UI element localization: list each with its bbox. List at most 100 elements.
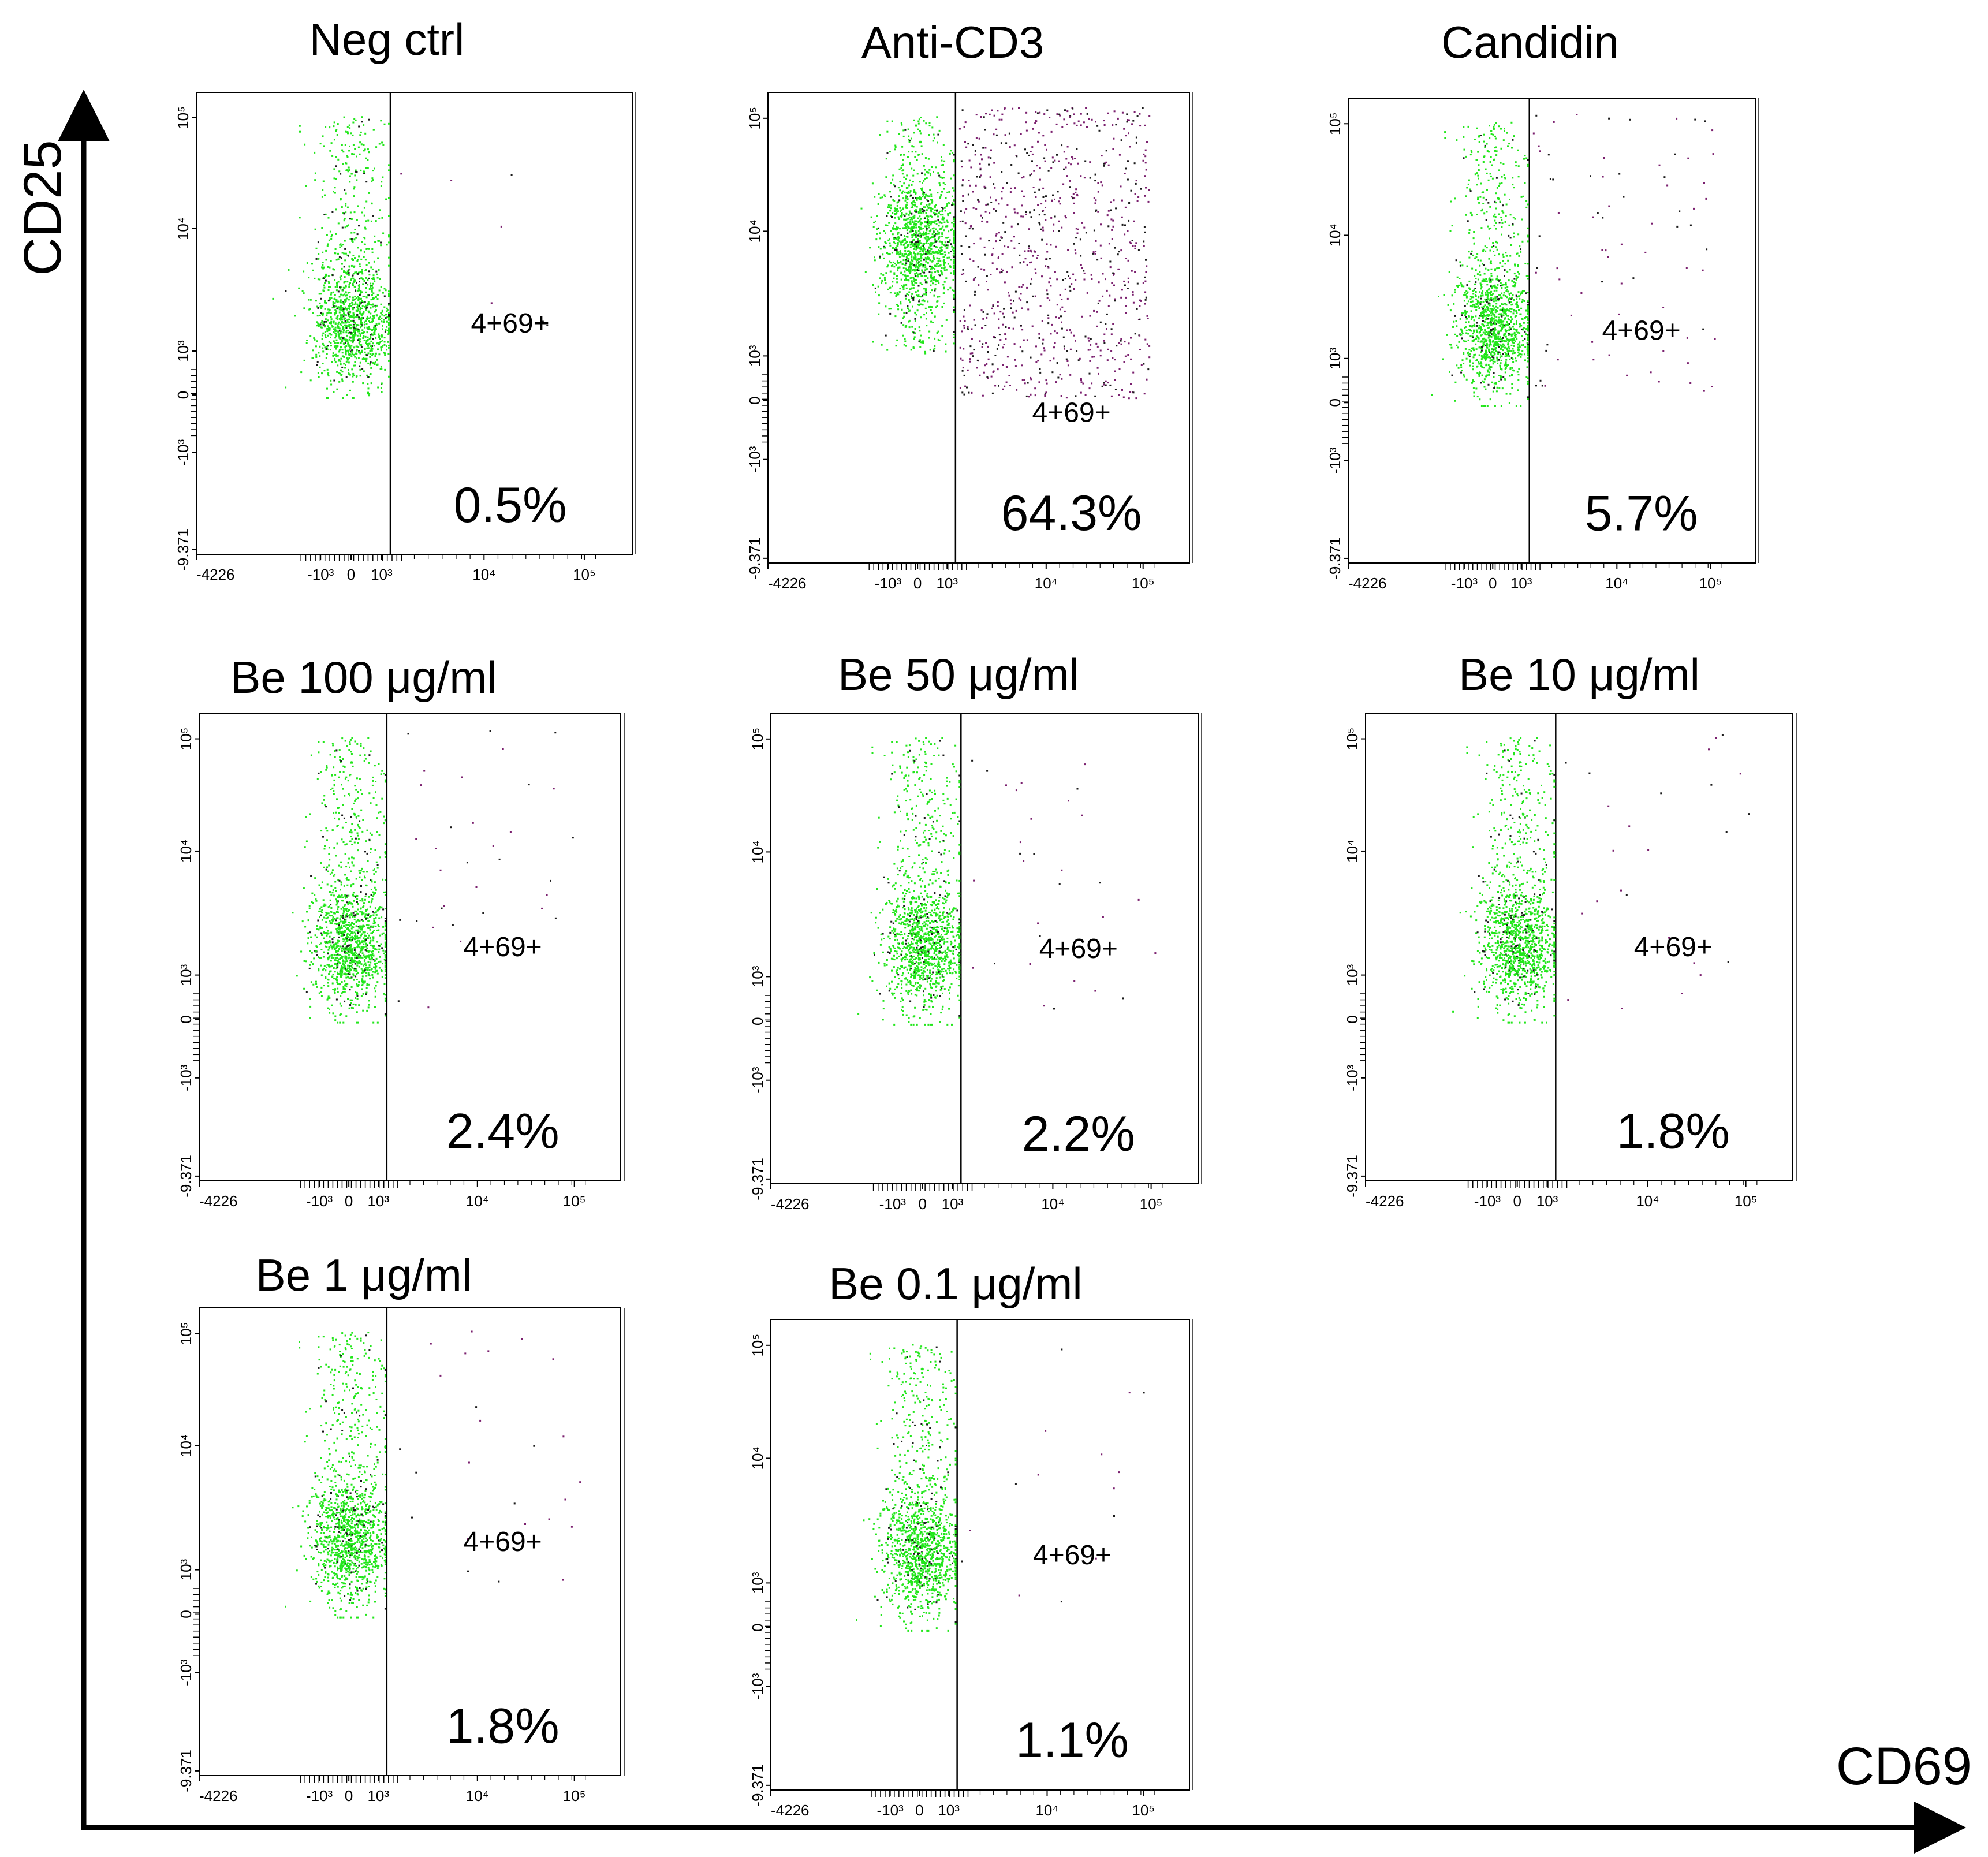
event-dot-positive <box>983 372 985 374</box>
event-dot-negative <box>342 151 344 152</box>
event-dot-negative <box>353 334 355 336</box>
event-dot-positive <box>1107 359 1109 361</box>
event-dot-positive <box>1077 233 1079 234</box>
event-dot-negative <box>341 268 343 270</box>
event-dot-negative <box>1500 379 1502 381</box>
event-dot-positive <box>1032 326 1034 327</box>
event-dot-negative <box>1516 253 1517 255</box>
event-dot-negative <box>1477 396 1479 397</box>
event-dot-negative <box>366 323 368 325</box>
event-dot-negative <box>1527 357 1529 359</box>
event-dot-negative <box>904 344 905 346</box>
event-dot-negative <box>367 159 368 161</box>
event-dot-negative <box>1499 183 1501 185</box>
event-dot-negative <box>341 367 343 368</box>
event-dot-negative <box>1485 245 1486 247</box>
event-dot-negative <box>943 260 945 262</box>
event-dot-negative <box>1486 284 1488 285</box>
event-dot-negative <box>903 182 905 184</box>
event-dot-negative <box>947 222 949 223</box>
event-dot-positive <box>1115 207 1117 209</box>
event-dot-negative <box>901 279 902 281</box>
event-dot-positive <box>1115 124 1117 125</box>
event-dot-negative <box>913 338 915 340</box>
event-dot-negative <box>371 350 373 352</box>
event-dot-negative <box>345 131 346 133</box>
event-dot-negative <box>937 252 938 254</box>
event-dot-negative <box>377 364 379 366</box>
event-dot-positive <box>1120 338 1122 340</box>
event-dot-positive <box>1147 343 1148 345</box>
event-dot-negative <box>353 304 355 305</box>
event-dot-negative <box>1497 242 1498 244</box>
event-dot-negative <box>366 343 368 345</box>
event-dot-negative <box>1493 134 1494 136</box>
event-dot-negative <box>944 251 946 253</box>
event-dot-negative <box>349 269 350 270</box>
event-dot-negative <box>327 369 329 371</box>
event-dot-positive <box>1081 316 1083 318</box>
event-dot-negative <box>929 221 931 222</box>
event-dot-negative <box>375 355 376 357</box>
event-dot-negative <box>1487 405 1489 407</box>
event-dot-negative <box>936 116 938 118</box>
event-dot-negative <box>1513 309 1515 311</box>
event-dot-negative <box>892 233 894 235</box>
event-dot-negative <box>353 118 355 120</box>
event-dot-negative <box>890 271 892 273</box>
event-dot-negative <box>923 233 925 234</box>
event-dot-negative <box>344 282 345 284</box>
event-dot-negative <box>318 324 319 326</box>
event-dot-positive <box>1002 346 1004 348</box>
event-dot-negative <box>347 207 349 208</box>
event-dot-positive <box>1084 161 1086 162</box>
event-dot-negative <box>953 267 955 269</box>
event-dot-negative <box>348 286 350 288</box>
event-dot-positive <box>1097 211 1099 213</box>
event-dot-negative <box>1465 348 1467 350</box>
event-dot-negative <box>338 337 340 339</box>
event-dot-negative <box>339 312 341 314</box>
event-dot-negative <box>923 231 924 233</box>
event-dot-negative <box>353 188 355 189</box>
event-dot-positive <box>1026 396 1028 397</box>
event-dot-positive <box>987 313 989 315</box>
event-dot-negative <box>915 230 917 232</box>
event-dot-negative <box>915 275 916 277</box>
event-dot-positive <box>1142 107 1144 109</box>
event-dot-negative <box>1481 348 1483 350</box>
event-dot-positive <box>1008 375 1010 376</box>
event-dot-negative <box>880 197 882 199</box>
event-dot-positive <box>1050 167 1052 169</box>
event-dot-negative <box>370 266 372 268</box>
event-dot-negative <box>1480 351 1482 353</box>
event-dot-negative <box>1496 267 1498 269</box>
event-dot-positive <box>1069 286 1071 288</box>
event-dot-negative <box>923 253 925 255</box>
event-dot-positive <box>1057 113 1058 115</box>
event-dot-negative <box>383 319 385 320</box>
event-dot-positive <box>1067 249 1069 251</box>
event-dot-positive <box>1033 187 1035 188</box>
event-dot-negative <box>932 282 934 284</box>
event-dot-negative <box>1492 293 1494 295</box>
event-dot-negative <box>920 188 922 189</box>
event-dot-positive <box>963 269 964 271</box>
event-dot-negative <box>897 308 899 310</box>
event-dot-negative <box>1453 303 1454 305</box>
event-dot-negative <box>1492 178 1494 180</box>
x-tick-label: 0 <box>913 575 922 592</box>
x-tick-label: 10⁵ <box>573 566 596 583</box>
event-dot-negative <box>362 278 364 280</box>
event-dot-negative <box>388 325 390 326</box>
event-dot-negative <box>924 174 926 176</box>
event-dot-positive <box>1023 176 1024 178</box>
event-dot-negative <box>1489 310 1491 312</box>
event-dot-positive <box>1131 123 1133 125</box>
event-dot-positive <box>1144 226 1146 228</box>
event-dot-positive <box>1137 115 1139 117</box>
event-dot-positive <box>1065 167 1067 169</box>
event-dot-negative <box>875 221 876 222</box>
event-dot-positive <box>1077 163 1079 165</box>
event-dot-negative <box>911 280 913 282</box>
